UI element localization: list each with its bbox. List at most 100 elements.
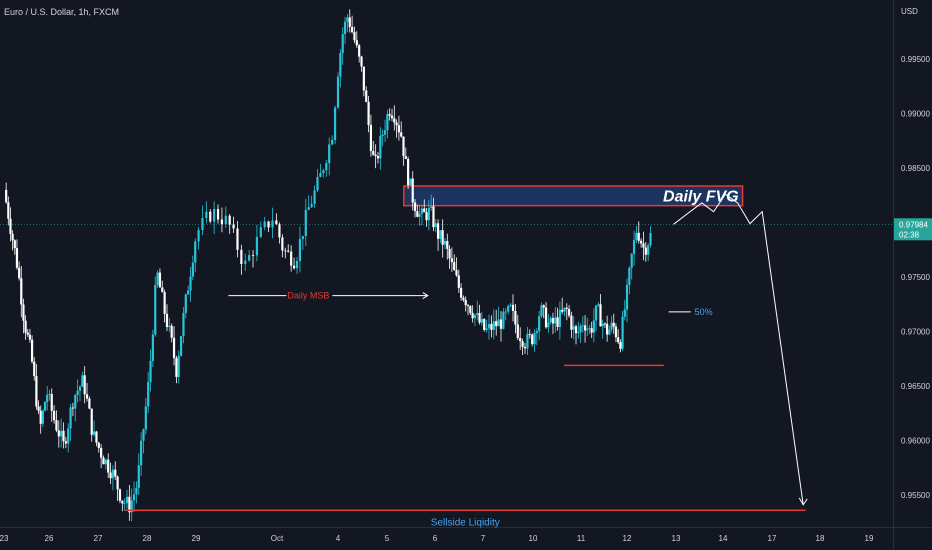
- candle-body: [50, 394, 53, 411]
- candle-body: [388, 114, 391, 116]
- candle-body: [430, 206, 433, 208]
- price-tick-label: 0.96000: [901, 437, 930, 446]
- candle-body: [5, 189, 8, 203]
- candle-body: [74, 395, 77, 409]
- candle-body: [617, 337, 620, 343]
- candle-body: [460, 287, 463, 298]
- candle-body: [182, 312, 185, 337]
- projection-arrowhead: [798, 497, 808, 506]
- candle-body: [365, 90, 368, 102]
- candle-body: [599, 304, 602, 327]
- candle-body: [511, 304, 515, 311]
- price-tick-label: 0.97000: [901, 328, 930, 337]
- candle-body: [538, 316, 541, 332]
- candle-body: [220, 219, 224, 225]
- candle-body: [556, 317, 559, 328]
- candle-body: [328, 144, 331, 164]
- time-tick-label: 10: [529, 534, 538, 543]
- candle-body: [473, 314, 477, 319]
- candle-body: [601, 323, 604, 327]
- candle-body: [434, 223, 437, 228]
- time-tick-label: 19: [865, 534, 874, 543]
- candle-body: [201, 217, 204, 231]
- candle-body: [533, 332, 536, 345]
- candle-body: [107, 459, 110, 473]
- candle-body: [11, 233, 14, 241]
- candle-body: [255, 236, 259, 256]
- daily-msb-label: Daily MSB: [287, 291, 329, 301]
- candle-body: [130, 500, 133, 513]
- candle-body: [90, 408, 93, 435]
- candle-body: [69, 407, 72, 429]
- candle-body: [85, 394, 89, 399]
- candle-body: [319, 173, 322, 178]
- daily-fvg-zone[interactable]: [403, 185, 744, 207]
- time-tick-label: 26: [45, 534, 54, 543]
- candle-body: [471, 312, 474, 319]
- candle-body: [100, 447, 103, 458]
- candle-body: [487, 323, 491, 329]
- candle-body: [402, 136, 405, 157]
- candle-body: [172, 337, 176, 359]
- candle-body: [137, 465, 140, 488]
- candle-body: [104, 459, 107, 465]
- candle-body: [13, 240, 16, 249]
- candle-body: [448, 248, 451, 259]
- candle-body: [144, 406, 147, 430]
- candle-body: [135, 487, 138, 495]
- candle-body: [97, 442, 100, 448]
- candle-body: [497, 319, 500, 327]
- candle-body: [271, 220, 274, 228]
- candle-body: [95, 431, 98, 443]
- time-tick-label: 7: [481, 534, 486, 543]
- candle-body: [409, 178, 412, 186]
- candle-body: [236, 228, 239, 250]
- candle-body: [184, 294, 187, 313]
- price-tick-label: 0.95500: [901, 491, 930, 500]
- candle-body: [443, 240, 447, 245]
- candle-body: [570, 315, 573, 330]
- candle-body: [341, 34, 344, 54]
- candle-body: [336, 76, 340, 108]
- candle-body: [640, 240, 643, 244]
- candle-body: [574, 326, 578, 334]
- candle-body: [427, 207, 430, 221]
- candle-body: [531, 334, 534, 345]
- candle-body: [30, 339, 34, 362]
- candle-body: [563, 307, 566, 312]
- candle-body: [439, 230, 442, 239]
- candle-body: [149, 360, 152, 383]
- candle-body: [423, 208, 426, 213]
- candle-body: [287, 250, 290, 252]
- candle-body: [590, 328, 593, 333]
- candle-body: [608, 329, 611, 335]
- candle-body: [295, 261, 299, 269]
- candle-body: [259, 227, 262, 237]
- candle-body: [26, 332, 29, 335]
- candle-body: [353, 32, 356, 41]
- time-tick-label: 27: [94, 534, 103, 543]
- candle-body: [197, 230, 200, 242]
- price-tick-label: 0.96500: [901, 382, 930, 391]
- candle-body: [606, 323, 609, 335]
- candle-body: [165, 313, 169, 328]
- candle-body: [339, 53, 342, 77]
- candle-body: [469, 306, 472, 313]
- candle-body: [450, 258, 453, 263]
- candle-body: [331, 139, 334, 145]
- candle-body: [248, 255, 251, 261]
- candle-body: [462, 297, 465, 300]
- candle-body: [614, 326, 618, 338]
- candle-body: [78, 386, 82, 391]
- candle-body: [307, 207, 310, 210]
- candle-body: [630, 253, 633, 268]
- time-tick-label: 13: [672, 534, 681, 543]
- candle-body: [386, 114, 389, 131]
- candle-body: [381, 134, 384, 137]
- time-tick-label: 6: [433, 534, 438, 543]
- candle-body: [168, 325, 171, 328]
- candle-body: [561, 309, 564, 312]
- candle-body: [594, 305, 598, 321]
- candle-body: [52, 410, 56, 421]
